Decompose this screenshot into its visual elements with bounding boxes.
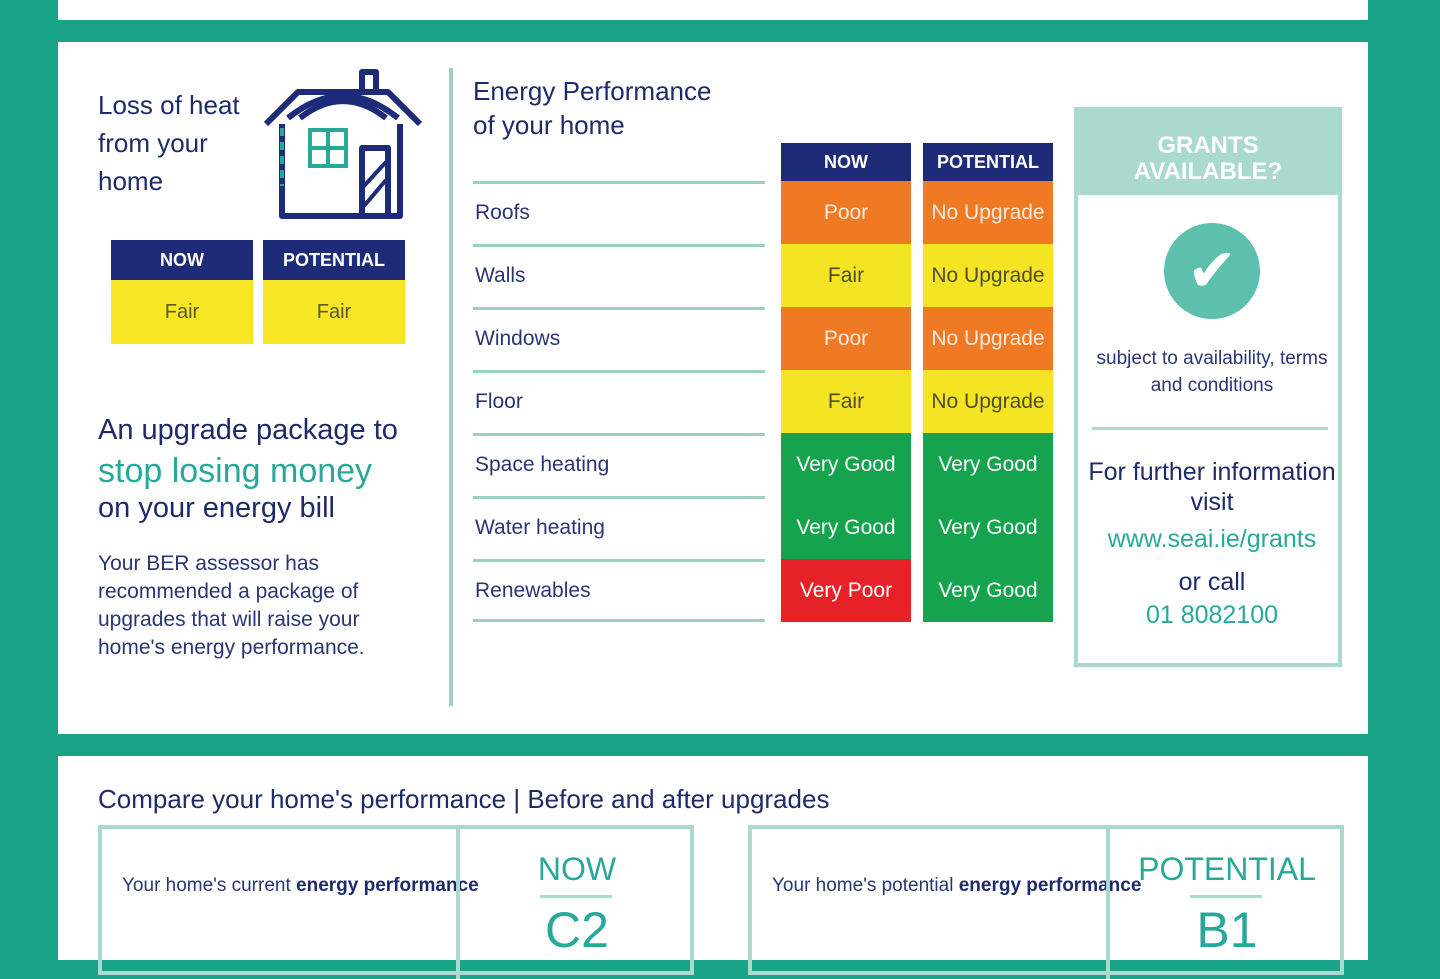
current-label: NOW: [537, 851, 617, 887]
grants-heading-line1: GRANTS: [1157, 132, 1259, 159]
main-panel: Loss of heat from your home: [58, 42, 1368, 734]
phone-number[interactable]: 01 8082100: [1145, 601, 1279, 629]
grants-heading: GRANTS AVAILABLE?: [1078, 111, 1338, 195]
grants-heading-line2: AVAILABLE?: [1133, 158, 1283, 185]
potential-desc-bold: energy performance: [958, 875, 1142, 896]
column-divider: [449, 68, 453, 706]
loss-now-box: NOW Fair: [111, 240, 253, 344]
loss-now-header: NOW: [111, 240, 253, 280]
potential-rating-cell: No Upgrade: [923, 181, 1053, 244]
potential-rating-cell: No Upgrade: [923, 370, 1053, 433]
grants-divider: [1092, 427, 1328, 430]
check-icon: ✔: [1164, 223, 1260, 319]
now-rating-cell: Fair: [781, 370, 911, 433]
potential-box-divider: [1106, 829, 1110, 979]
potential-label-rule: [1190, 895, 1262, 898]
now-rating-cell: Poor: [781, 307, 911, 370]
now-rating-cell: Poor: [781, 181, 911, 244]
potential-rating-column: POTENTIAL No Upgrade No Upgrade No Upgra…: [923, 143, 1053, 622]
loss-potential-box: POTENTIAL Fair: [263, 240, 405, 344]
upgrade-heading-line1: An upgrade package to: [98, 414, 398, 446]
element-label: Space heating: [473, 433, 765, 496]
potential-rating-cell: Very Good: [923, 496, 1053, 559]
element-label: Walls: [473, 244, 765, 307]
element-label: Floor: [473, 370, 765, 433]
element-label: Windows: [473, 307, 765, 370]
upgrade-description: Your BER assessor has recommended a pack…: [98, 552, 365, 659]
current-grade: C2: [545, 902, 609, 958]
grants-terms: subject to availability, terms and condi…: [1096, 348, 1328, 396]
element-labels: Roofs Walls Windows Floor Space heating …: [473, 181, 765, 622]
potential-performance-box: Your home's potential energy performance…: [748, 825, 1344, 979]
now-rating-cell: Very Good: [781, 433, 911, 496]
current-box-divider: [456, 829, 460, 979]
loss-potential-value: Fair: [263, 280, 405, 344]
loss-of-heat-title: Loss of heat from your home: [98, 90, 240, 196]
top-panel-strip: [58, 0, 1368, 20]
now-rating-cell: Very Poor: [781, 559, 911, 622]
element-label: Renewables: [473, 559, 765, 622]
element-label: Water heating: [473, 496, 765, 559]
loss-potential-header: POTENTIAL: [263, 240, 405, 280]
house-icon: [258, 66, 428, 231]
potential-desc-prefix: Your home's potential: [772, 875, 959, 896]
current-label-rule: [540, 895, 612, 898]
current-desc-prefix: Your home's current: [122, 875, 297, 896]
energy-performance-title: Energy Performance of your home: [473, 76, 712, 140]
or-call-text: or call: [1178, 568, 1246, 596]
potential-rating-cell: Very Good: [923, 559, 1053, 622]
further-info-text: For further information visit: [1088, 458, 1336, 516]
potential-performance-description: Your home's potential energy performance: [772, 873, 1141, 898]
element-label: Roofs: [473, 181, 765, 244]
potential-rating-cell: Very Good: [923, 433, 1053, 496]
potential-grade: B1: [1196, 902, 1258, 958]
now-rating-cell: Very Good: [781, 496, 911, 559]
now-rating-column: NOW Poor Fair Poor Fair Very Good Very G…: [781, 143, 911, 622]
compare-title: Compare your home's performance | Before…: [98, 784, 830, 814]
now-rating-cell: Fair: [781, 244, 911, 307]
current-performance-box: Your home's current energy performance N…: [98, 825, 694, 979]
potential-rating-cell: No Upgrade: [923, 244, 1053, 307]
potential-column-header: POTENTIAL: [923, 143, 1053, 181]
grants-link[interactable]: www.seai.ie/grants: [1107, 525, 1317, 553]
loss-now-value: Fair: [111, 280, 253, 344]
current-performance-description: Your home's current energy performance: [122, 873, 479, 898]
current-desc-bold: energy performance: [296, 875, 479, 896]
potential-rating-cell: No Upgrade: [923, 307, 1053, 370]
potential-label: POTENTIAL: [1138, 851, 1316, 887]
grants-box: GRANTS AVAILABLE? ✔ subject to availabil…: [1074, 107, 1342, 667]
compare-panel: Compare your home's performance | Before…: [58, 756, 1368, 979]
upgrade-heading-line3: on your energy bill: [98, 492, 335, 524]
now-column-header: NOW: [781, 143, 911, 181]
upgrade-heading-highlight: stop losing money: [98, 452, 373, 490]
